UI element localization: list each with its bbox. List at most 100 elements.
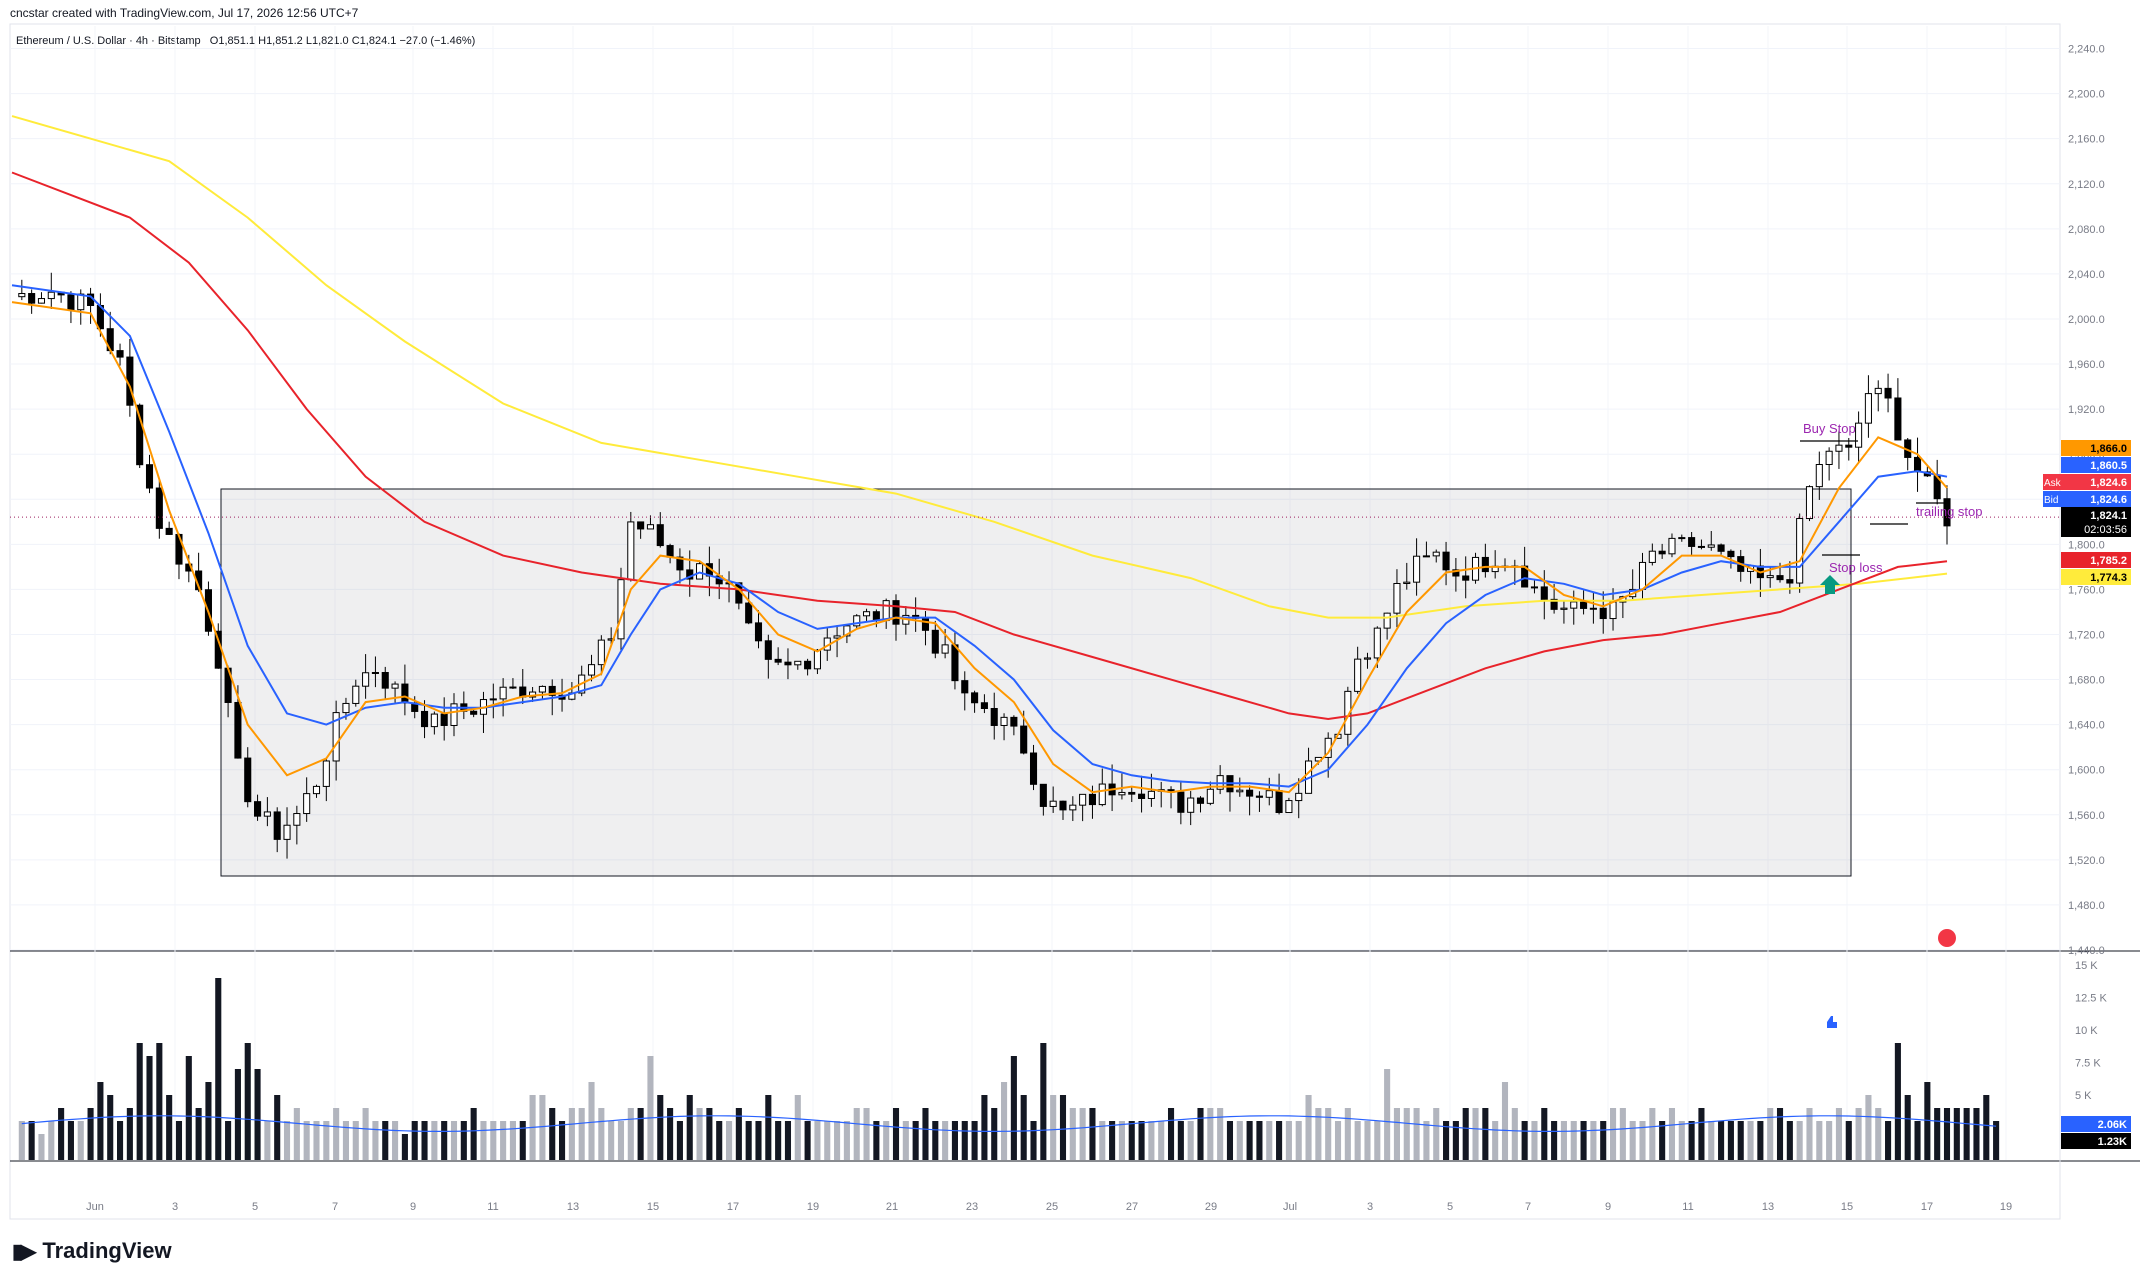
x-tick-label: 19	[2000, 1201, 2012, 1213]
volume-bar	[1452, 1121, 1459, 1160]
candle-body	[1855, 422, 1863, 448]
x-tick-label: 29	[1205, 1201, 1217, 1213]
volume-bar	[1079, 1108, 1086, 1160]
ask-badge-tag	[2043, 474, 2061, 490]
ema-long-badge-bg	[2061, 569, 2131, 585]
candle-body	[371, 671, 379, 674]
candle-body	[1805, 486, 1814, 520]
x-tick-label: Jul	[1283, 1201, 1297, 1213]
volume-bar	[1374, 1121, 1381, 1160]
volume-bar	[745, 1121, 752, 1160]
candle-body	[1609, 601, 1617, 620]
candle-body	[1413, 555, 1421, 583]
volume-bar	[804, 1121, 811, 1160]
candle-body	[1285, 800, 1293, 814]
volume-ma-line	[21, 1115, 1997, 1132]
candle-body	[1393, 582, 1401, 614]
candle-body	[1147, 790, 1155, 799]
volume-bar	[1167, 1108, 1175, 1160]
candle-body	[1589, 607, 1597, 610]
candle-body	[1255, 795, 1263, 798]
candle-body	[450, 703, 458, 726]
price-tick-label: 1,640.0	[2068, 720, 2105, 732]
candle-body	[1069, 804, 1077, 811]
candle-body	[1010, 716, 1018, 727]
candle-body	[1776, 575, 1784, 581]
candle-body	[1432, 551, 1440, 557]
volume-bar	[48, 1121, 55, 1160]
candle-body	[440, 713, 448, 726]
volume-bar	[303, 1121, 310, 1160]
brand-logo: ▮▶ TradingView	[12, 1238, 172, 1264]
volume-bar	[333, 1108, 340, 1160]
last-price-badge-bg	[2061, 507, 2131, 537]
volume-bar	[1845, 1121, 1852, 1160]
candle-body	[754, 622, 763, 642]
volume-bar	[1560, 1121, 1567, 1160]
candle-body	[794, 660, 802, 666]
volume-bar	[293, 1108, 300, 1160]
volume-tick-label: 12.5 K	[2075, 993, 2107, 1005]
candle-body	[1638, 561, 1647, 590]
candle-body	[646, 524, 654, 530]
candle-body	[401, 683, 409, 704]
volume-bar	[559, 1121, 566, 1160]
candle-body	[941, 644, 949, 654]
volume-bar	[1727, 1121, 1734, 1160]
ema-slow-badge-bg	[2061, 552, 2131, 568]
candle-body	[283, 824, 291, 840]
candle-body	[990, 707, 998, 726]
volume-bar	[264, 1121, 271, 1160]
volume-bar	[1384, 1069, 1391, 1160]
volume-bar	[1413, 1108, 1420, 1160]
candle-body	[853, 615, 861, 627]
volume-bar	[205, 1082, 212, 1160]
volume-bar	[951, 1121, 958, 1160]
x-tick-label: 27	[1126, 1201, 1138, 1213]
volume-bar	[490, 1121, 497, 1160]
volume-bar	[1619, 1108, 1626, 1160]
candle-body	[1550, 598, 1558, 610]
candle-body	[1707, 544, 1715, 548]
volume-bar	[175, 1121, 183, 1160]
volume-bar	[1551, 1121, 1558, 1160]
candle-body	[1688, 537, 1696, 547]
volume-bar	[1118, 1121, 1125, 1160]
volume-tick-label: 7.5 K	[2075, 1058, 2101, 1070]
volume-ma-badge-bg	[2061, 1116, 2131, 1132]
x-tick-label: 21	[886, 1201, 898, 1213]
x-tick-label: 15	[1841, 1201, 1853, 1213]
volume-bar	[195, 1108, 202, 1160]
buy-stop-label: Buy Stop	[1803, 421, 1856, 436]
price-tick-label: 1,480.0	[2068, 900, 2105, 912]
candle-body	[1845, 444, 1853, 448]
volume-bar	[1678, 1121, 1685, 1160]
candle-body	[1246, 789, 1254, 797]
tradingview-logo-icon: ▮▶	[12, 1240, 36, 1263]
volume-bar	[1639, 1121, 1646, 1160]
candle-body	[1206, 788, 1214, 804]
x-tick-label: Jun	[86, 1201, 104, 1213]
volume-bar	[382, 1121, 389, 1160]
candle-body	[1648, 550, 1656, 563]
candle-body	[931, 629, 939, 654]
volume-bar	[1285, 1121, 1292, 1160]
volume-bar	[1393, 1108, 1400, 1160]
x-tick-label: 17	[727, 1201, 739, 1213]
volume-bar	[1885, 1121, 1892, 1160]
volume-bar	[814, 1121, 821, 1160]
volume-bar	[1963, 1108, 1970, 1160]
volume-bar	[1541, 1108, 1548, 1160]
price-tick-label: 2,000.0	[2068, 314, 2105, 326]
volume-bar	[1786, 1121, 1793, 1160]
x-tick-label: 15	[647, 1201, 659, 1213]
volume-bar	[961, 1121, 968, 1160]
volume-bar	[470, 1108, 477, 1160]
ohlc-high: H1,851.2	[258, 35, 303, 47]
price-tick-label: 1,440.0	[2068, 945, 2105, 957]
volume-last-badge-bg	[2061, 1133, 2131, 1149]
x-tick-label: 11	[1682, 1201, 1693, 1213]
volume-bar	[411, 1121, 418, 1160]
candle-body	[136, 404, 144, 466]
